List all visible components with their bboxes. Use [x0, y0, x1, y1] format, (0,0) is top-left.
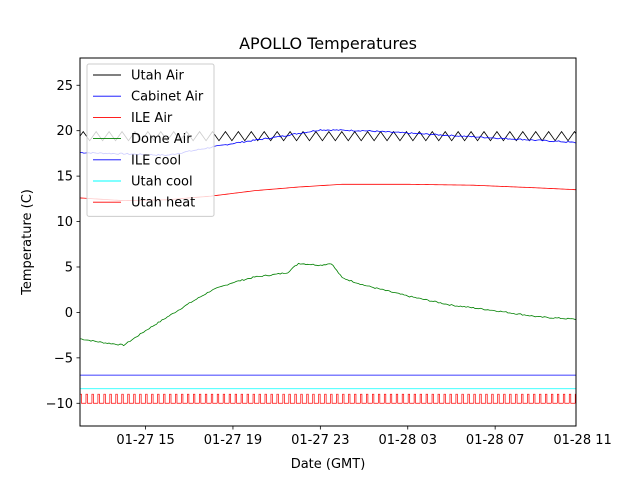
legend: Utah Air Cabinet Air ILE Air Dome Air ILE co…	[86, 63, 215, 217]
x-axis: 01-27 15 01-27 19 01-27 23 01-28 03 01-28 07…	[116, 426, 612, 448]
series-line-utah-heat	[80, 393, 576, 404]
y-tick-label: 25	[56, 79, 73, 94]
y-tick-label: 20	[56, 124, 73, 139]
y-tick-label: 5	[65, 260, 73, 275]
plot-frame	[79, 57, 577, 427]
legend-label-cabinet-air: Cabinet Air	[131, 90, 204, 105]
series-line-dome-air	[80, 262, 576, 347]
legend-label-ile-air: ILE Air	[131, 111, 173, 126]
legend-label-utah-air: Utah Air	[131, 69, 184, 84]
x-tick-label: 01-28 11	[553, 433, 611, 448]
y-tick-label: 15	[56, 170, 73, 185]
legend-label-dome-air: Dome Air	[131, 132, 192, 147]
legend-label-utah-heat: Utah heat	[131, 196, 195, 211]
x-tick-label: 01-28 07	[466, 433, 524, 448]
legend-box	[86, 63, 215, 217]
x-tick-label: 01-27 19	[204, 433, 262, 448]
legend-label-utah-cool: Utah cool	[131, 175, 193, 190]
y-tick-label: 0	[65, 306, 73, 321]
y-tick-label: −10	[46, 397, 73, 412]
y-tick-label: 10	[56, 215, 73, 230]
x-tick-label: 01-27 23	[291, 433, 349, 448]
y-tick-label: −5	[54, 351, 73, 366]
x-tick-label: 01-28 03	[379, 433, 437, 448]
y-axis-label: Temperature (C)	[20, 189, 35, 296]
x-axis-label: Date (GMT)	[291, 457, 366, 472]
y-axis: −10 −5 0 5 10 15 20 25	[46, 79, 80, 412]
x-tick-label: 01-27 15	[116, 433, 174, 448]
chart-title: APOLLO Temperatures	[239, 34, 417, 53]
legend-label-ile-cool: ILE cool	[131, 153, 181, 168]
